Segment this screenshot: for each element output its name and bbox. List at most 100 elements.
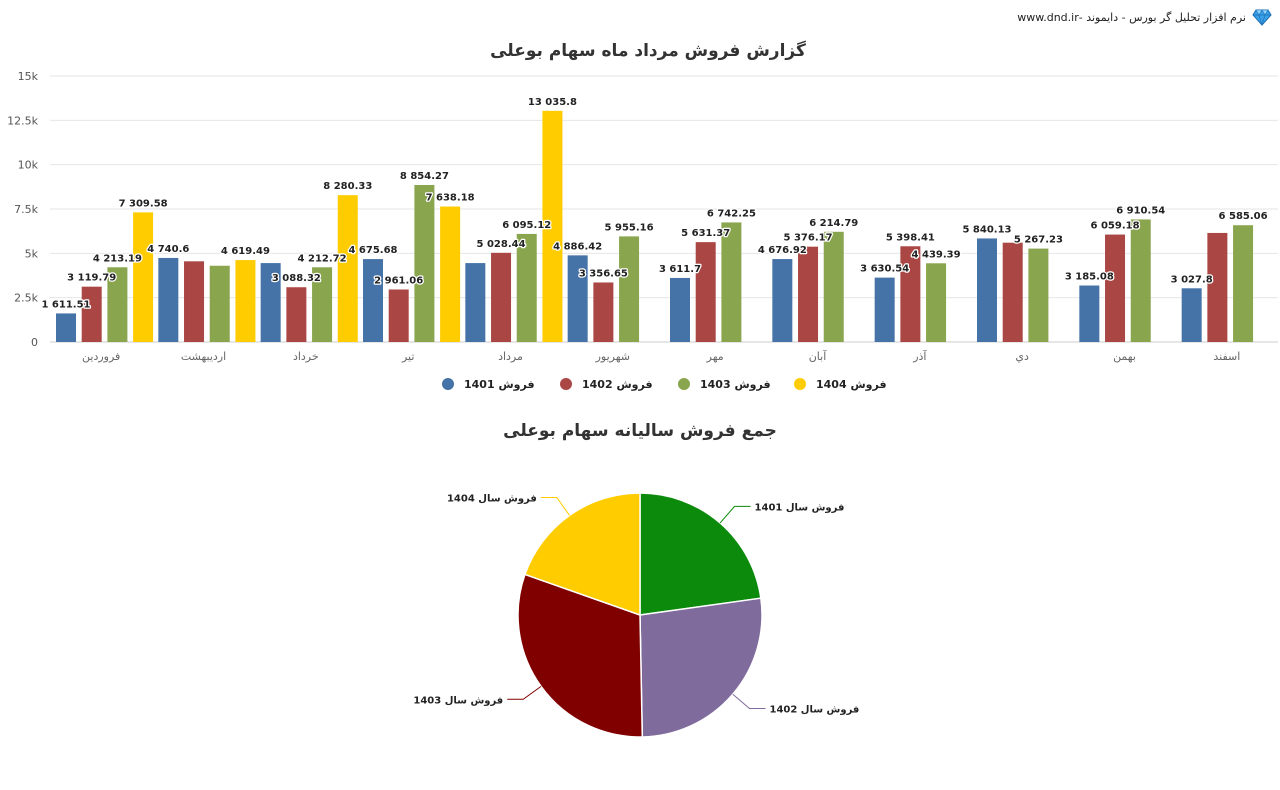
bar-data-label: 3 185.08	[1065, 272, 1114, 283]
x-tick-label: آذر	[912, 349, 927, 363]
bar[interactable]	[491, 252, 512, 342]
bar[interactable]	[1181, 288, 1202, 342]
pie-slice[interactable]	[639, 597, 763, 738]
bar[interactable]	[1130, 219, 1151, 342]
x-tick-label: اردیبهشت	[181, 350, 226, 363]
bar[interactable]	[235, 260, 256, 342]
bar[interactable]	[107, 267, 128, 342]
x-tick-label: فروردین	[82, 350, 120, 363]
bar[interactable]	[619, 236, 640, 342]
y-tick-label: 12.5k	[7, 114, 38, 127]
pie-connector	[732, 693, 766, 710]
bar-data-label: 3 611.7	[659, 264, 701, 275]
bar[interactable]	[414, 184, 435, 342]
x-tick-label: آبان	[809, 349, 827, 363]
bar[interactable]	[388, 289, 409, 342]
bar-data-label: 5 376.17	[784, 233, 833, 244]
bar[interactable]	[81, 286, 102, 342]
bar-data-label: 4 676.92	[758, 245, 807, 256]
bar[interactable]	[593, 282, 614, 342]
bar[interactable]	[286, 287, 307, 342]
legend-label[interactable]: فروش 1401	[464, 378, 535, 391]
bar-data-label: 6 214.79	[809, 218, 858, 229]
bar[interactable]	[977, 238, 997, 342]
bar[interactable]	[695, 242, 716, 342]
bar[interactable]	[1207, 232, 1228, 342]
pie-slice[interactable]	[523, 492, 641, 617]
bar[interactable]	[1105, 234, 1126, 342]
bar-data-label: 4 886.42	[553, 241, 602, 252]
bar-legend[interactable]: فروش 1401 فروش 1402 فروش 1403 فروش 1404	[442, 378, 887, 391]
bar[interactable]	[900, 246, 921, 342]
x-tick-label: مرداد	[498, 350, 523, 363]
y-tick-label: 0	[31, 336, 38, 349]
bar[interactable]	[670, 277, 690, 342]
bar[interactable]	[721, 222, 742, 342]
brand-text: نرم افزار تحلیل گر بورس - دایموند -www.d…	[1017, 10, 1246, 24]
pie-connector	[507, 685, 542, 700]
bar-data-label: 4 619.49	[221, 246, 270, 257]
bar[interactable]	[56, 313, 76, 342]
bar[interactable]	[440, 206, 461, 342]
bar-data-label: 4 212.72	[298, 253, 347, 264]
x-tick-label: شهریور	[595, 350, 630, 363]
bar[interactable]	[133, 212, 154, 342]
pie-chart-title: جمع فروش سالیانه سهام بوعلی	[503, 421, 777, 441]
bar[interactable]	[337, 195, 358, 342]
pie-slices[interactable]	[517, 492, 763, 738]
legend-marker[interactable]	[560, 378, 572, 390]
bar[interactable]	[798, 246, 819, 342]
bar-data-label: 3 119.79	[67, 273, 116, 284]
bar-data-label: 5 267.23	[1014, 235, 1063, 246]
bar[interactable]	[184, 261, 205, 342]
bar[interactable]	[567, 255, 588, 342]
bar[interactable]	[926, 263, 947, 342]
bar-data-label: 5 840.13	[962, 224, 1011, 235]
legend-marker[interactable]	[794, 378, 806, 390]
bar[interactable]	[823, 231, 844, 342]
bar[interactable]	[1079, 285, 1100, 342]
bar-series-group[interactable]	[56, 110, 1254, 342]
app-header: نرم افزار تحلیل گر بورس - دایموند -www.d…	[1017, 6, 1272, 28]
bar-chart-title: گزارش فروش مرداد ماه سهام بوعلی	[490, 40, 806, 61]
bar-data-label: 6 910.54	[1116, 205, 1165, 216]
yearly-sales-pie-chart: جمع فروش سالیانه سهام بوعلی فروش سال 140…	[413, 421, 859, 738]
x-tick-label: مهر	[706, 350, 724, 363]
bar[interactable]	[874, 277, 895, 342]
bar-data-label: 4 675.68	[348, 245, 397, 256]
legend-marker[interactable]	[678, 378, 690, 390]
bar[interactable]	[158, 257, 179, 342]
bar-data-label: 4 213.19	[93, 253, 142, 264]
bar-data-label: 3 630.54	[860, 264, 909, 275]
bar-data-label: 8 280.33	[323, 181, 372, 192]
bar[interactable]	[1028, 248, 1049, 342]
y-tick-label: 2.5k	[14, 292, 38, 305]
legend-label[interactable]: فروش 1402	[582, 378, 653, 391]
bar[interactable]	[772, 259, 793, 342]
bar-data-label: 6 585.06	[1219, 211, 1268, 222]
bar[interactable]	[542, 110, 563, 342]
y-tick-label: 7.5k	[14, 203, 38, 216]
bar-data-label: 3 356.65	[579, 268, 628, 279]
legend-label[interactable]: فروش 1403	[700, 378, 771, 391]
bar[interactable]	[209, 265, 230, 342]
pie-slice[interactable]	[517, 573, 644, 738]
bar[interactable]	[260, 263, 281, 342]
x-tick-label: اسفند	[1213, 350, 1240, 363]
bar[interactable]	[363, 259, 383, 342]
bar-data-label: 4 439.39	[912, 249, 961, 260]
bar[interactable]	[465, 263, 486, 342]
bar-data-label: 6 095.12	[502, 220, 551, 231]
bar[interactable]	[1002, 242, 1023, 342]
bar-data-label: 7 309.58	[119, 198, 168, 209]
y-tick-label: 5k	[25, 247, 39, 260]
legend-label[interactable]: فروش 1404	[816, 378, 887, 391]
bar-data-label: 7 638.18	[426, 193, 475, 204]
bar[interactable]	[516, 233, 537, 342]
legend-marker[interactable]	[442, 378, 454, 390]
pie-slice[interactable]	[639, 492, 762, 616]
pie-connector	[540, 496, 570, 516]
bar[interactable]	[1233, 225, 1254, 342]
bar-data-label: 3 088.32	[272, 273, 321, 284]
bar[interactable]	[312, 267, 333, 342]
